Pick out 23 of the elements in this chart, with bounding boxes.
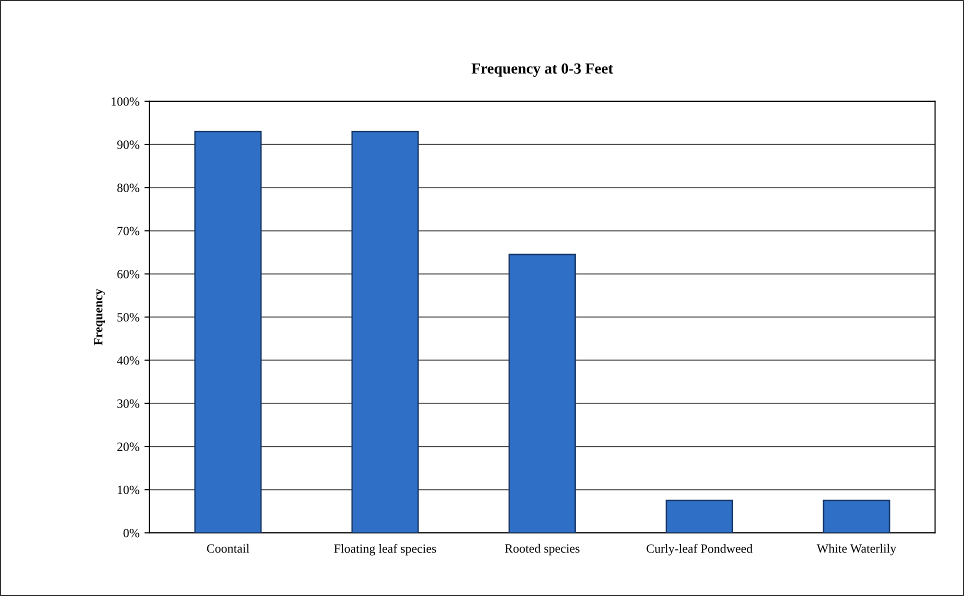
x-tick-label: Curly-leaf Pondweed: [646, 544, 753, 556]
y-tick-label: 90%: [117, 140, 140, 149]
x-tick-label: Floating leaf species: [334, 544, 436, 556]
chart-title: Frequency at 0-3 Feet: [472, 63, 614, 77]
y-tick-label: 20%: [117, 442, 140, 452]
y-tick-label: 30%: [117, 399, 140, 408]
bar: [194, 130, 262, 533]
y-tick-label: 60%: [117, 270, 140, 278]
y-tick-label: 100%: [112, 97, 140, 106]
x-tick-label: Rooted species: [504, 544, 580, 556]
bar: [508, 254, 576, 533]
y-axis-title: Frequency: [94, 288, 105, 346]
y-tick-label: 0%: [124, 528, 140, 538]
bar: [822, 500, 890, 533]
y-tick-label: 80%: [117, 184, 140, 192]
bar: [666, 500, 734, 533]
bar: [351, 130, 419, 533]
y-tick-label: 50%: [118, 313, 140, 322]
y-tick-label: 10%: [118, 486, 140, 494]
x-tick-label: White Waterlily: [816, 544, 896, 556]
y-tick-label: 70%: [118, 226, 140, 236]
x-tick-label: Coontail: [206, 544, 250, 553]
y-tick-label: 40%: [117, 356, 140, 365]
